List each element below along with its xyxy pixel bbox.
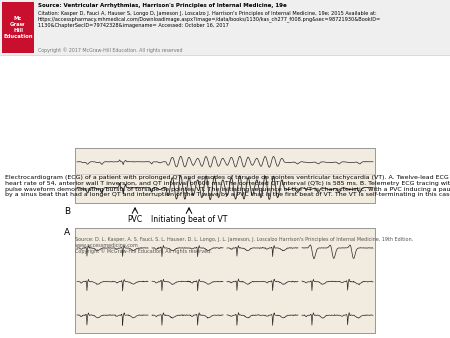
Text: Copyright © 2017 McGraw-Hill Education. All rights reserved: Copyright © 2017 McGraw-Hill Education. … xyxy=(38,47,183,53)
Text: B: B xyxy=(64,207,70,216)
Text: A: A xyxy=(64,228,70,237)
Text: PVC: PVC xyxy=(127,215,143,224)
Bar xyxy=(75,148,375,203)
Bar xyxy=(2,2,34,53)
Text: Electrocardiogram (ECG) of a patient with prolonged QT and episodes of torsade d: Electrocardiogram (ECG) of a patient wit… xyxy=(5,175,450,197)
Text: Source: D. L. Kasper, A. S. Fauci, S. L. Hauser, D. L. Longo, J. L. Jameson, J. : Source: D. L. Kasper, A. S. Fauci, S. L.… xyxy=(75,237,413,255)
Text: Source: Ventricular Arrhythmias, Harrison's Principles of Internal Medicine, 19e: Source: Ventricular Arrhythmias, Harriso… xyxy=(38,3,287,8)
Bar xyxy=(75,228,375,333)
Text: Mc
Graw
Hill
Education: Mc Graw Hill Education xyxy=(3,16,33,39)
Bar xyxy=(0,0,450,55)
Text: Initiating beat of VT: Initiating beat of VT xyxy=(151,215,227,224)
Text: Citation: Kasper D, Fauci A, Hauser S, Longo D, Jameson J, Loscalzo J. Harrison': Citation: Kasper D, Fauci A, Hauser S, L… xyxy=(38,11,381,28)
